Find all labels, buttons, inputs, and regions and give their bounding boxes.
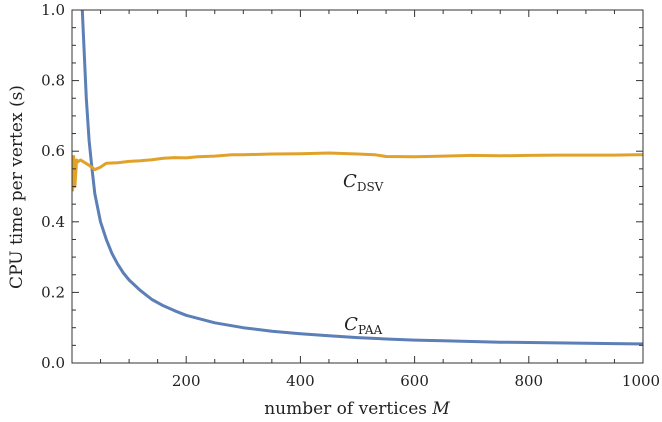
x-tick-label: 200 [172, 372, 201, 390]
series-line-dsv [72, 151, 643, 192]
y-tick-label: 0.2 [41, 283, 65, 301]
series-label-paa: CPAA [344, 314, 382, 337]
y-tick-label: 1.0 [41, 1, 65, 19]
series-line-paa [80, 10, 643, 346]
y-axis-title: CPU time per vertex (s) [7, 85, 27, 289]
x-tick-label: 800 [514, 372, 543, 390]
x-axis-title: number of vertices M [264, 399, 450, 419]
x-tick-label: 1000 [622, 372, 660, 390]
x-axis-title-variable: M [431, 399, 450, 419]
series-labels: CPAA CDSV [343, 171, 384, 337]
y-tick-label: 0.6 [41, 142, 65, 160]
y-tick-label: 0.0 [41, 354, 65, 372]
series-label-dsv: CDSV [343, 171, 384, 194]
x-axis-title-text: number of vertices [264, 399, 432, 419]
x-tick-label: 600 [400, 372, 429, 390]
axis-ticks: 200 400 600 800 1000 0.0 0.2 0.4 0.6 0.8 1.0 [41, 1, 660, 390]
x-tick-label: 400 [286, 372, 315, 390]
plot-area [72, 10, 643, 346]
y-tick-label: 0.4 [41, 213, 65, 231]
y-tick-label: 0.8 [41, 72, 65, 90]
